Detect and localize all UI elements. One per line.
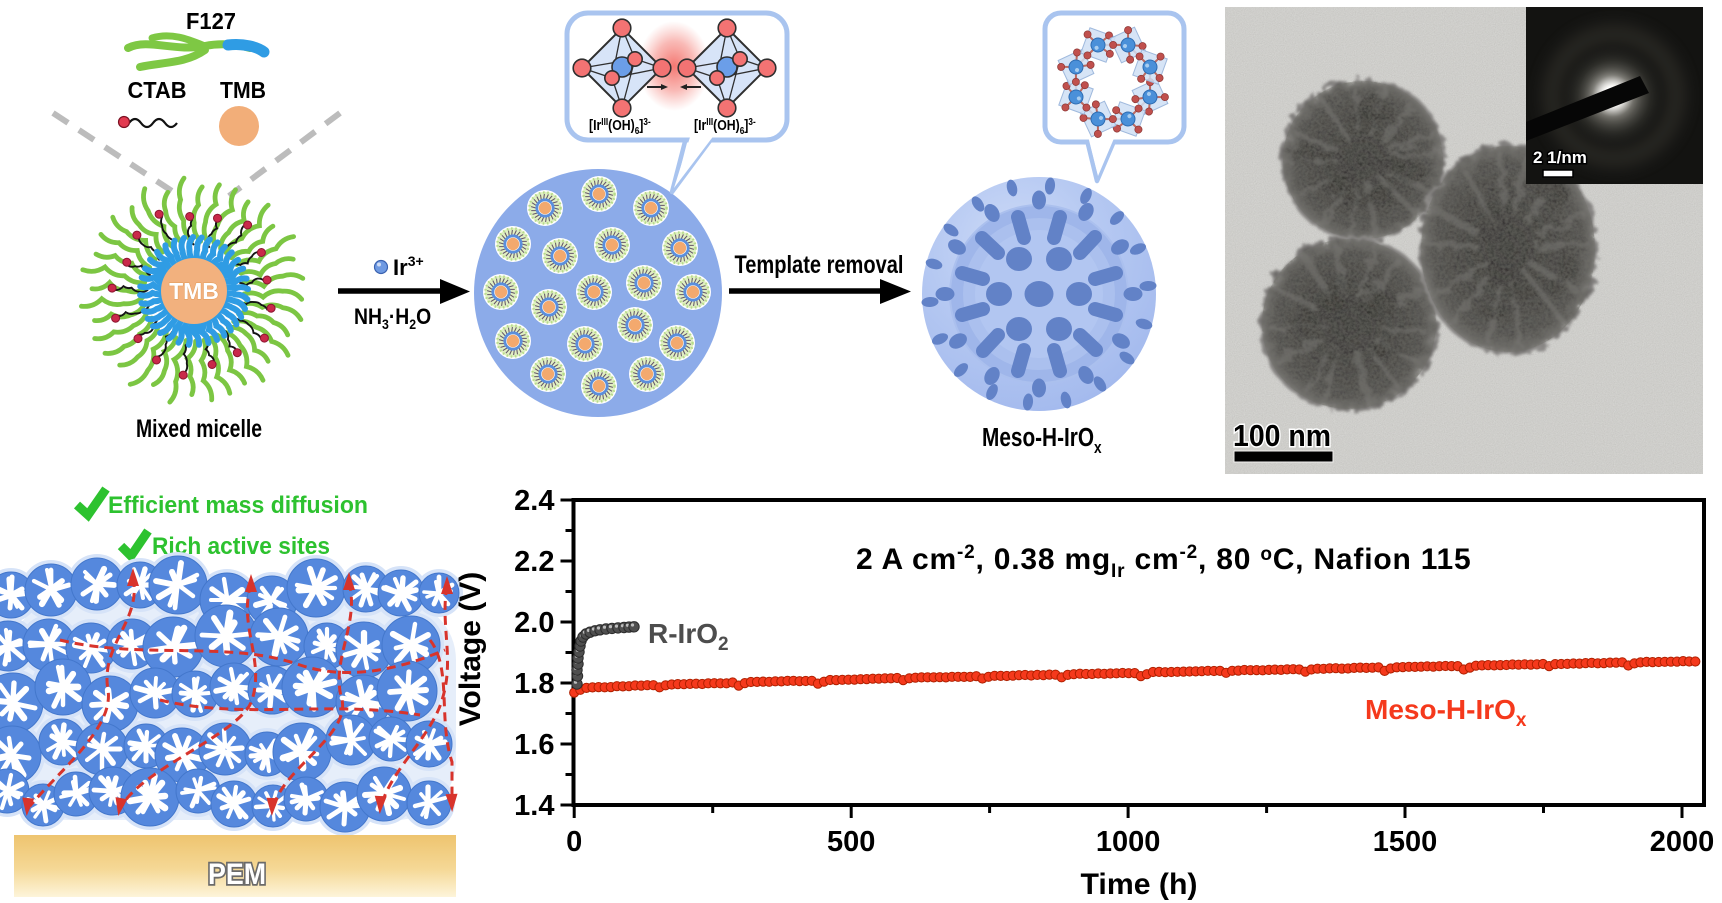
svg-text:2 A cm-2, 0.38 mgIr cm-2, 80 o: 2 A cm-2, 0.38 mgIr cm-2, 80 oC, Nafion … [856,542,1472,582]
svg-text:Mixed micelle: Mixed micelle [136,415,262,443]
svg-text:Efficient mass diffusion: Efficient mass diffusion [108,492,368,519]
svg-text:2.2: 2.2 [514,546,554,578]
svg-text:Template removal: Template removal [735,251,904,279]
svg-text:2 1/nm: 2 1/nm [1533,148,1587,167]
svg-text:500: 500 [827,826,875,858]
svg-text:R-IrO2: R-IrO2 [648,618,729,655]
svg-text:0: 0 [566,826,582,858]
svg-text:1500: 1500 [1373,826,1438,858]
svg-text:2.4: 2.4 [514,485,554,517]
svg-text:TMB: TMB [169,278,219,304]
svg-text:Voltage (V): Voltage (V) [454,572,487,726]
svg-text:1000: 1000 [1096,826,1161,858]
svg-text:2000: 2000 [1650,826,1715,858]
svg-text:PEM: PEM [208,858,266,891]
svg-text:1.6: 1.6 [514,729,554,761]
svg-text:CTAB: CTAB [128,77,187,103]
svg-text:1.4: 1.4 [514,790,554,822]
svg-text:Meso-H-IrOx: Meso-H-IrOx [1365,694,1527,731]
svg-text:F127: F127 [186,8,236,34]
svg-text:100 nm: 100 nm [1233,418,1331,453]
svg-text:2.0: 2.0 [514,607,554,639]
svg-text:Time (h): Time (h) [1081,868,1198,901]
svg-text:NH3·H2O: NH3·H2O [354,305,431,332]
svg-text:TMB: TMB [220,77,266,103]
svg-text:1.8: 1.8 [514,668,554,700]
